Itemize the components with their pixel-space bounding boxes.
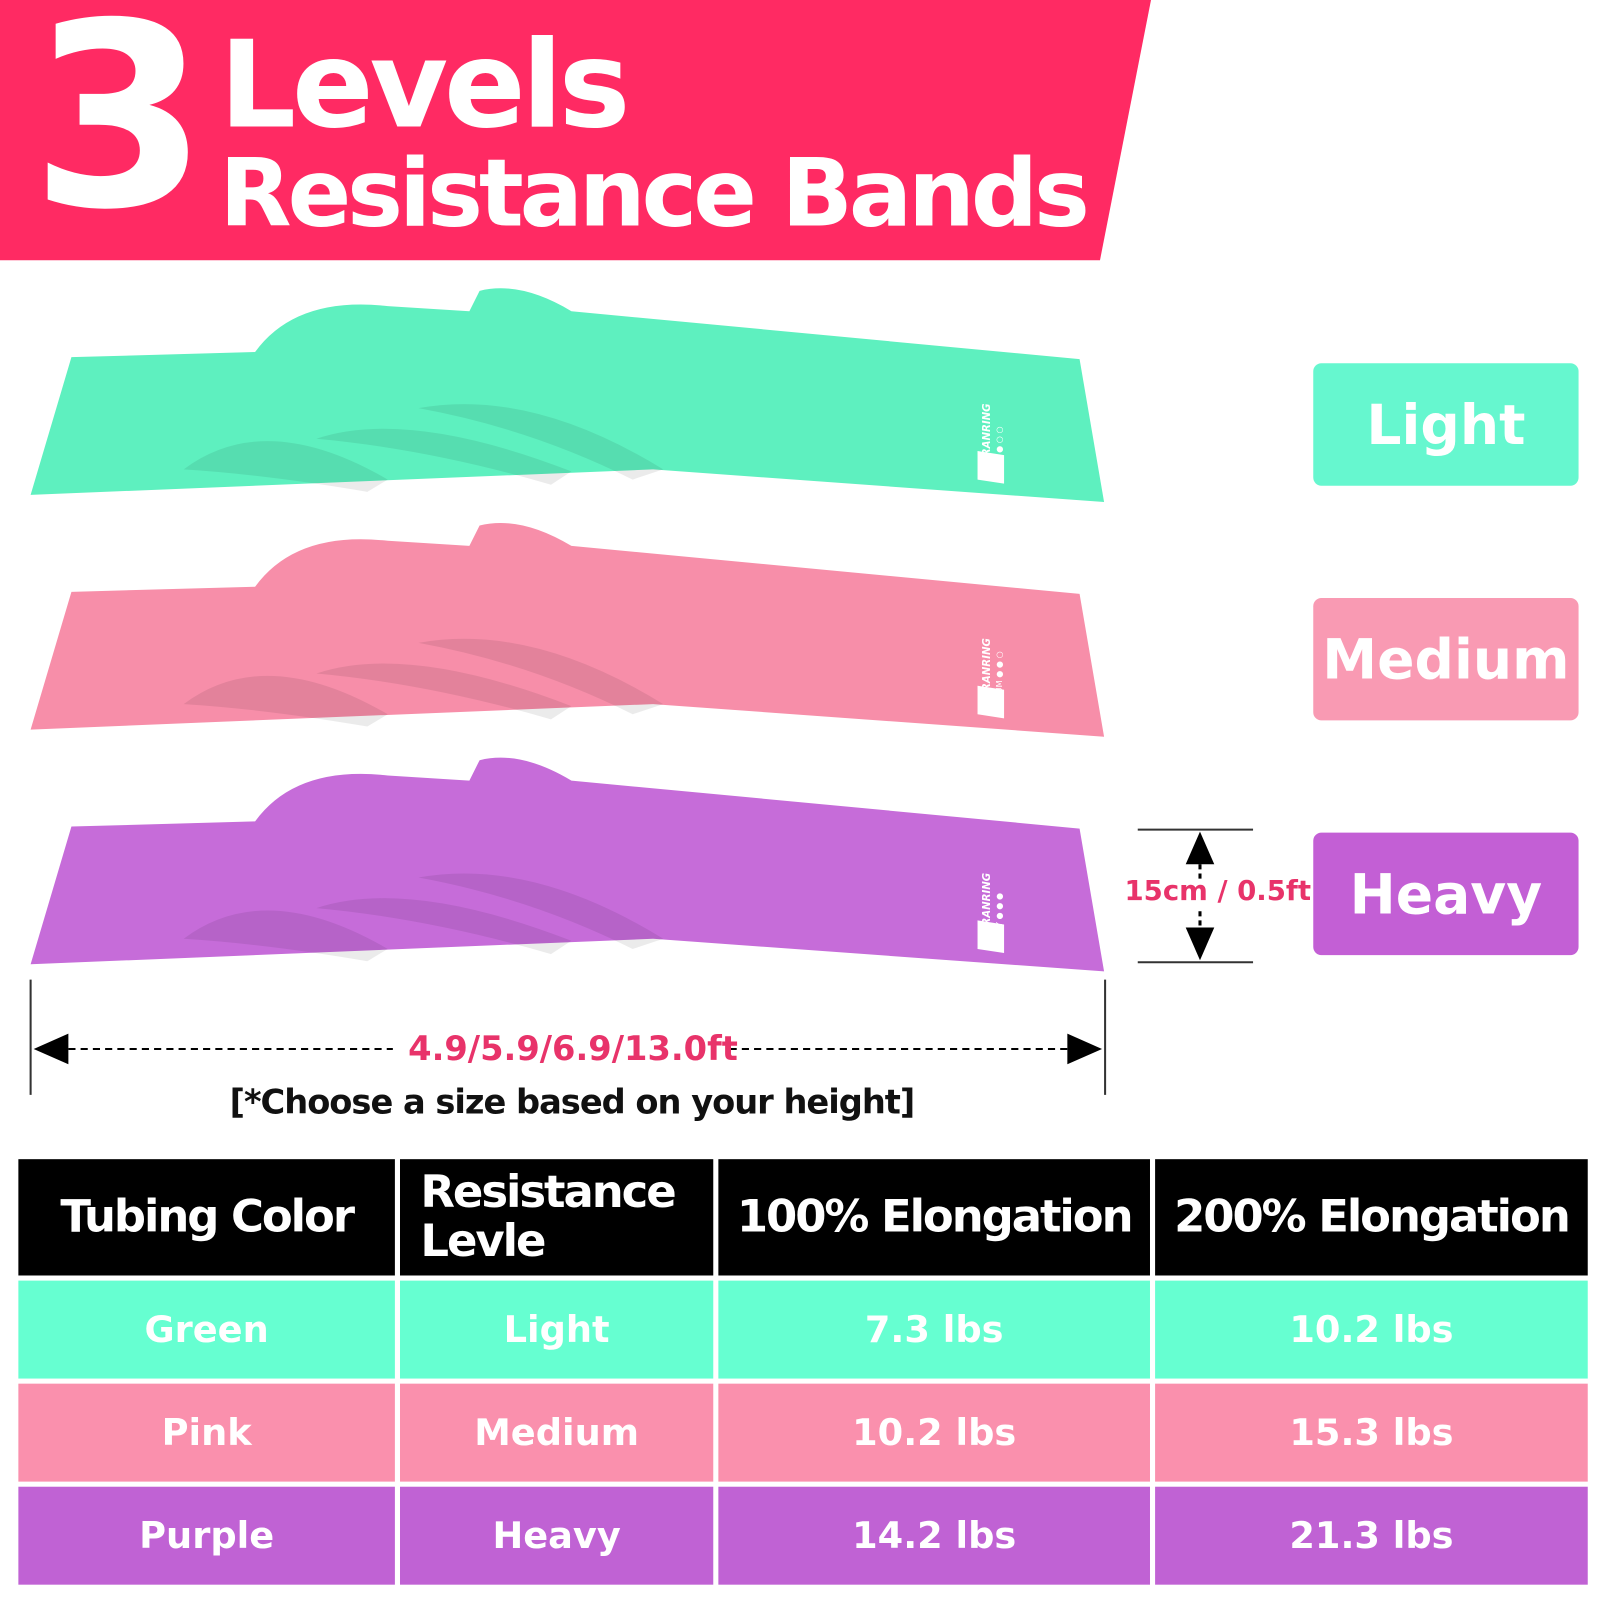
band-light: RENRANRING LIGTH ● ○ ○: [30, 288, 1105, 503]
band-fold: [316, 663, 572, 720]
header-tubing-color: Tubing Color: [18, 1159, 395, 1276]
width-arrow: [1137, 828, 1254, 964]
level-count: 3: [30, 0, 208, 266]
length-label: 4.9/5.9/6.9/13.0ft: [408, 1028, 738, 1069]
table-row: Green Light 7.3 lbs 10.2 lbs: [18, 1280, 1588, 1379]
band-level-tag: LIGTH ● ○ ○: [994, 426, 1004, 479]
band-fold: [183, 910, 388, 962]
bands-illustration: RENRANRING LIGTH ● ○ ○RENRANRING MEDIUM ● …: [30, 288, 1105, 972]
table-header-row: Tubing Color Resistance Levle 100% Elong…: [18, 1159, 1588, 1276]
title-banner: [0, 0, 1152, 261]
band-fold: [316, 428, 572, 485]
cell: Pink: [18, 1383, 395, 1482]
band-level-tag: MEDIUM ● ● ○: [994, 651, 1004, 714]
band-body: [30, 757, 1105, 972]
band-heavy: RENRANRING HEAVY ● ● ●: [30, 757, 1105, 972]
band-brand-label: RENRANRING: [982, 403, 993, 479]
cell: Green: [18, 1280, 395, 1379]
level-badge-light: Light: [1313, 363, 1579, 486]
resistance-table: Tubing Color Resistance Levle 100% Elong…: [13, 1154, 1593, 1590]
cell: Light: [399, 1280, 714, 1379]
band-fold: [183, 441, 388, 492]
cell: 10.2 lbs: [718, 1383, 1150, 1482]
brand-logo-icon: [977, 451, 1005, 484]
band-fold: [418, 638, 664, 715]
brand-logo-icon: [977, 685, 1005, 719]
band-fold: [418, 873, 664, 949]
header-200-elongation: 200% Elongation: [1155, 1159, 1588, 1276]
brand-logo-icon: [977, 920, 1005, 954]
band-brand-label: RENRANRING: [982, 873, 993, 949]
band-body: [30, 522, 1105, 737]
length-arrow: [29, 979, 1107, 1095]
title-line-1: Levels: [219, 14, 630, 156]
level-badge-medium: Medium: [1313, 597, 1579, 721]
band-fold: [183, 675, 388, 727]
band-fold: [316, 898, 572, 955]
band-body: [30, 288, 1105, 503]
band-brand-label: RENRANRING: [982, 638, 993, 714]
band-fold: [418, 404, 664, 480]
table-row: Pink Medium 10.2 lbs 15.3 lbs: [18, 1383, 1588, 1482]
level-badge-heavy: Heavy: [1313, 832, 1579, 956]
title-line-2: Resistance Bands: [219, 138, 1090, 248]
cell: 21.3 lbs: [1155, 1486, 1588, 1585]
cell: 10.2 lbs: [1155, 1280, 1588, 1379]
cell: Purple: [18, 1486, 395, 1585]
size-note: [*Choose a size based on your height]: [229, 1081, 916, 1122]
width-label: 15cm / 0.5ft: [1124, 875, 1312, 908]
cell: 15.3 lbs: [1155, 1383, 1588, 1482]
band-level-tag: HEAVY ● ● ●: [994, 893, 1004, 949]
cell: 7.3 lbs: [718, 1280, 1150, 1379]
band-medium: RENRANRING MEDIUM ● ● ○: [30, 522, 1105, 737]
header-100-elongation: 100% Elongation: [718, 1159, 1150, 1276]
cell: Medium: [399, 1383, 714, 1482]
cell: 14.2 lbs: [718, 1486, 1150, 1585]
table-row: Purple Heavy 14.2 lbs 21.3 lbs: [18, 1486, 1588, 1585]
header-resistance-level: Resistance Levle: [399, 1159, 714, 1276]
cell: Heavy: [399, 1486, 714, 1585]
